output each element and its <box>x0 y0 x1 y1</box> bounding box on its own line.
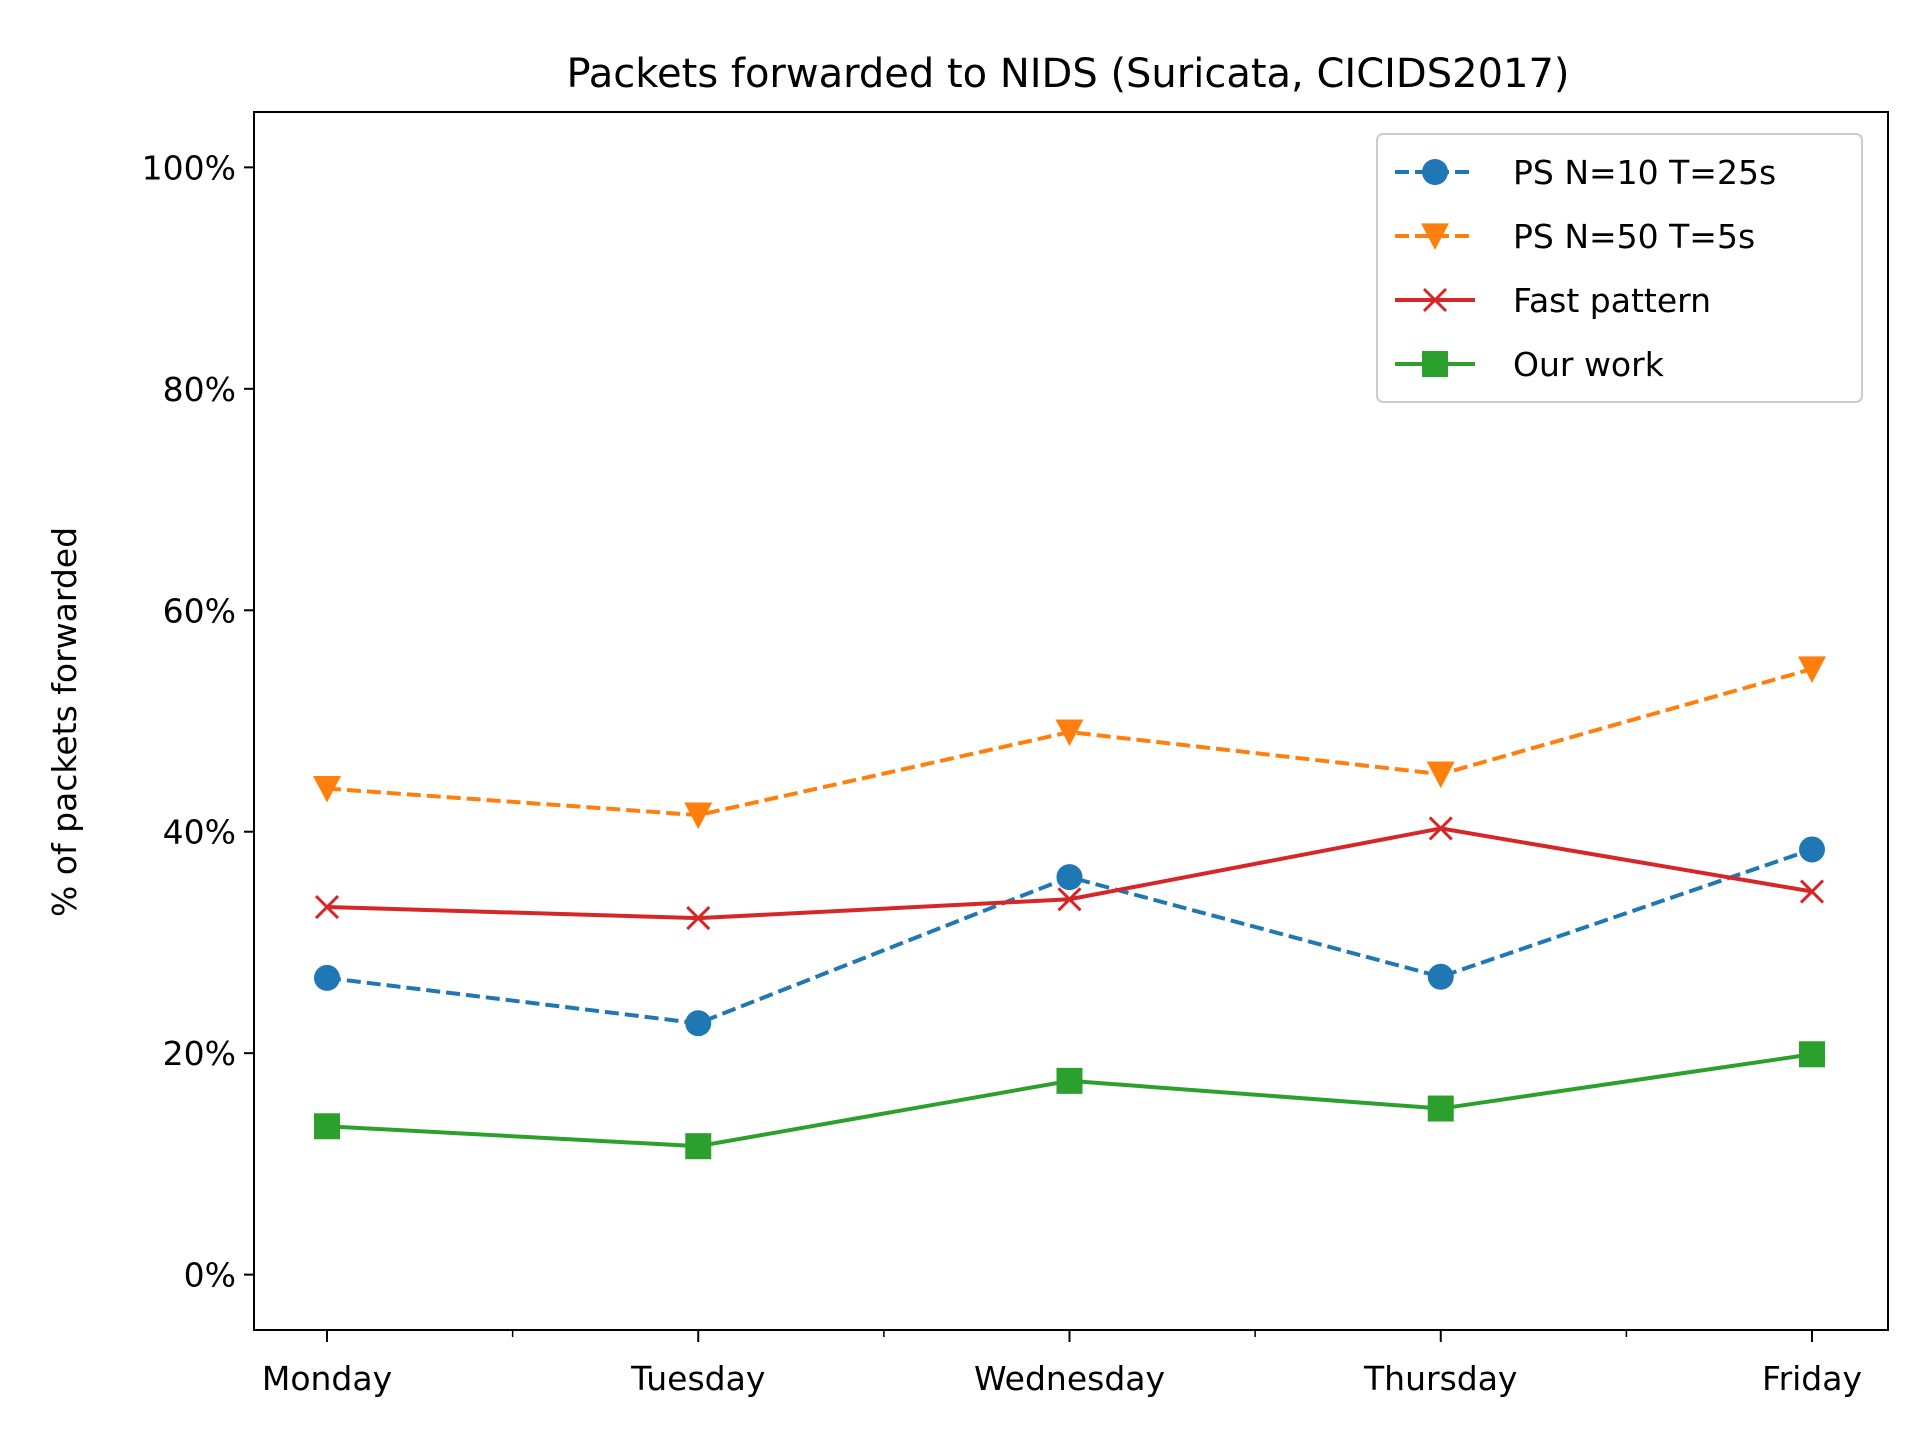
series-4-point-2 <box>685 1133 712 1160</box>
legend-swatch-marker <box>1422 351 1448 377</box>
series-1 <box>314 836 1825 1037</box>
series-3-point-2 <box>686 906 711 931</box>
x-tick-label: Thursday <box>1363 1359 1517 1398</box>
legend-entry-4: Our work <box>1395 345 1665 384</box>
series-2-point-3 <box>1055 719 1084 747</box>
legend-swatch-marker <box>1421 223 1449 250</box>
legend-box <box>1376 133 1863 403</box>
legend-entry-2: PS N=50 T=5s <box>1395 217 1755 256</box>
legend-swatch-marker <box>1422 287 1448 313</box>
series-4-point-1 <box>314 1113 340 1140</box>
x-tick-label: Tuesday <box>630 1359 765 1398</box>
series-1-point-5 <box>1799 836 1825 863</box>
x-tick-label: Wednesday <box>974 1359 1165 1398</box>
series-2 <box>313 656 1826 830</box>
series-2-point-2 <box>684 802 713 830</box>
y-tick-label: 40% <box>163 813 236 852</box>
plot-frame <box>253 111 1889 1331</box>
series-3-point-3 <box>1057 887 1082 912</box>
y-tick-label: 60% <box>163 591 236 630</box>
legend: PS N=10 T=25s PS N=50 T=5s Fast pattern Our… <box>1376 133 1863 403</box>
legend-entry-1: PS N=10 T=25s <box>1395 153 1776 192</box>
series-2-point-1 <box>313 775 341 803</box>
legend-label: PS N=50 T=5s <box>1513 217 1755 256</box>
legend-label: Fast pattern <box>1513 281 1711 320</box>
legend-entry-3: Fast pattern <box>1395 281 1711 320</box>
plot-area: 0% 20% 40% 60% 80% 100% Monday Tuesday Wednesday… <box>142 111 1889 1398</box>
series-2-point-4 <box>1426 761 1455 789</box>
series-3-point-5 <box>1799 879 1825 904</box>
series-3-point-1 <box>314 894 340 920</box>
series-3-point-4 <box>1428 816 1453 841</box>
series-4-point-5 <box>1799 1041 1825 1068</box>
series-1-point-1 <box>314 964 340 991</box>
legend-swatch-marker <box>1422 159 1448 185</box>
y-tick-label: 0% <box>184 1256 236 1295</box>
series-1-point-4 <box>1427 963 1454 990</box>
chart-title: Packets forwarded to NIDS (Suricata, CIC… <box>566 51 1569 97</box>
series-3 <box>314 816 1825 931</box>
series-2-point-5 <box>1798 656 1826 683</box>
series-4-point-4 <box>1427 1095 1454 1122</box>
series-1-point-3 <box>1056 864 1083 891</box>
series-4 <box>314 1041 1825 1160</box>
series-1-point-2 <box>685 1010 712 1037</box>
y-tick-label: 20% <box>163 1034 236 1073</box>
x-tick-label: Monday <box>262 1359 392 1398</box>
series-4-point-3 <box>1056 1067 1083 1094</box>
y-axis-label: % of packets forwarded <box>45 527 84 917</box>
y-tick-label: 100% <box>142 148 236 187</box>
legend-label: PS N=10 T=25s <box>1513 153 1776 192</box>
x-tick-label: Friday <box>1762 1359 1862 1398</box>
y-tick-label: 80% <box>163 370 236 409</box>
legend-label: Our work <box>1513 345 1665 384</box>
